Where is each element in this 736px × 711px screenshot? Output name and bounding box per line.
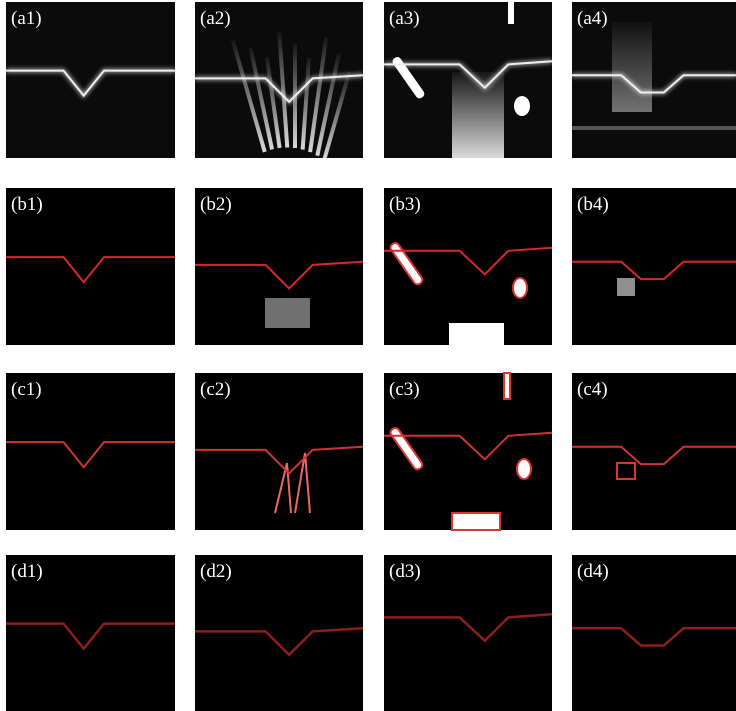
panel-label: (a4) [577,8,608,29]
reflection [572,126,736,130]
panel: (b4) [572,188,736,345]
panel: (c3) [384,373,552,530]
panel: (a1) [6,2,175,158]
panel-label: (c4) [577,379,608,400]
panel: (a3) [384,2,552,158]
residual-cluster [617,278,635,296]
panel: (d2) [195,555,363,711]
panel-label: (d4) [577,561,609,582]
panel-label: (a3) [389,8,420,29]
panel: (c2) [195,373,363,530]
panel-label: (c3) [389,379,420,400]
panel: (d4) [572,555,736,711]
figure-grid: (a1) (a2) (a3) (a4) (b1) (b2) (b3) (b4) (c1) (c2)… [0,0,736,711]
panel: (c4) [572,373,736,530]
panel: (c1) [6,373,175,530]
panel: (d1) [6,555,175,711]
figure-page: (a1) (a2) (a3) (a4) (b1) (b2) (b3) (b4) (c1) (c2)… [0,0,736,711]
panel-label: (c1) [11,379,42,400]
glare-column [612,22,652,112]
panel: (a4) [572,2,736,158]
glare-blob [517,459,531,479]
glare-blob [514,96,530,116]
panel: (b2) [195,188,363,345]
glare-bar [508,2,514,24]
panel-label: (b1) [11,194,43,215]
panel-label: (a1) [11,8,42,29]
panel-label: (a2) [200,8,231,29]
panel: (b1) [6,188,175,345]
panel-label: (d1) [11,561,43,582]
panel-label: (c2) [200,379,231,400]
panel-label: (d3) [389,561,421,582]
glare-column [452,72,504,158]
residual-cluster [265,298,310,328]
panel: (d3) [384,555,552,711]
glare-blob [513,278,527,298]
panel-label: (b3) [389,194,421,215]
panel-label: (b2) [200,194,232,215]
panel: (b3) [384,188,552,345]
residual-cluster [449,323,504,345]
panel: (a2) [195,2,363,161]
glare-bar [504,373,510,399]
residual-cluster [452,513,500,530]
panel-label: (d2) [200,561,232,582]
panel-label: (b4) [577,194,609,215]
